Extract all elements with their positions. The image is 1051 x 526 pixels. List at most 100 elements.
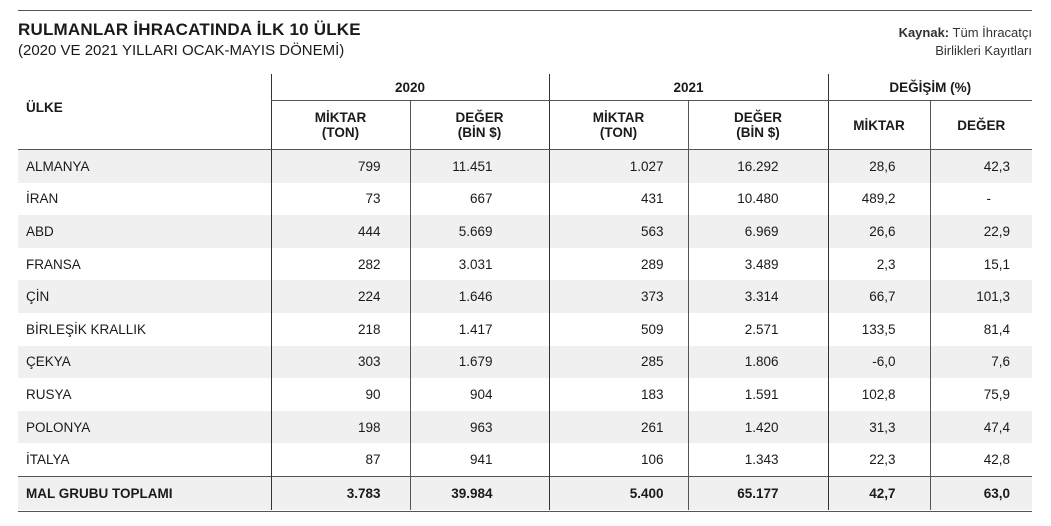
cell-change-deger: 22,9	[929, 215, 1033, 248]
total-miktar-2020: 3.783	[270, 475, 410, 510]
source-label: Kaynak:	[898, 25, 950, 40]
cell-miktar-2020: 444	[270, 215, 410, 248]
header-change: DEĞİŞİM (%)	[827, 74, 1033, 101]
cell-deger-2020: 941	[409, 443, 550, 477]
cell-deger-2021: 10.480	[687, 182, 829, 216]
cell-deger-2021: 2.571	[687, 312, 829, 346]
cell-miktar-2021: 563	[548, 215, 689, 248]
cell-country: POLONYA	[18, 410, 271, 444]
cell-deger-2021: 1.420	[687, 410, 829, 444]
table-row: BİRLEŞİK KRALLIK 218 1.417 509 2.571 133…	[18, 312, 1033, 346]
cell-country: İRAN	[26, 191, 59, 207]
total-deger-2020: 39.984	[409, 475, 550, 510]
cell-deger-2020: 904	[409, 378, 550, 411]
header-deger-2021: DEĞER (BİN $)	[687, 100, 829, 150]
cell-deger-2020: 11.451	[409, 149, 550, 183]
table-row: İTALYA 87 941 106 1.343 22,3 42,8	[18, 443, 1033, 477]
total-deger-2021: 65.177	[687, 475, 829, 510]
cell-miktar-2020: 282	[270, 247, 410, 281]
table-row: POLONYA 198 963 261 1.420 31,3 47,4	[18, 410, 1033, 444]
table-title: RULMANLAR İHRACATINDA İLK 10 ÜLKE	[18, 20, 361, 39]
cell-country: ALMANYA	[18, 149, 271, 183]
header-year-2021: 2021	[548, 74, 829, 101]
header-miktar-2021: MİKTAR (TON)	[548, 100, 689, 150]
cell-miktar-2021: 285	[548, 345, 689, 379]
cell-change-deger: 15,1	[929, 247, 1033, 281]
cell-miktar-2021: 431	[548, 182, 689, 216]
cell-deger-2020: 963	[409, 410, 550, 444]
cell-deger-2021: 1.806	[687, 345, 829, 379]
cell-change-deger: 75,9	[929, 378, 1033, 411]
total-label: MAL GRUBU TOPLAMI	[18, 475, 271, 510]
table-row: ALMANYA 799 11.451 1.027 16.292 28,6 42,…	[18, 149, 1033, 183]
cell-change-deger: -	[929, 182, 1033, 216]
bottom-rule	[18, 511, 1032, 512]
table-row: FRANSA 282 3.031 289 3.489 2,3 15,1	[18, 247, 1033, 281]
total-change-deger: 63,0	[929, 475, 1033, 510]
cell-change-deger: 101,3	[929, 280, 1033, 313]
header-year-2020: 2020	[270, 74, 550, 101]
cell-miktar-2021: 1.027	[548, 149, 689, 183]
table-row: ABD 444 5.669 563 6.969 26,6 22,9	[18, 215, 1033, 248]
cell-miktar-2020: 198	[270, 410, 410, 444]
table-row: İRAN 73 667 431 10.480 489,2 -	[18, 182, 1033, 216]
cell-miktar-2020: 90	[270, 378, 410, 411]
cell-country: FRANSA	[26, 256, 81, 272]
cell-change-deger: 42,8	[929, 443, 1033, 477]
total-row: MAL GRUBU TOPLAMI 3.783 39.984 5.400 65.…	[18, 475, 1033, 510]
cell-miktar-2020: 799	[270, 149, 410, 183]
cell-miktar-2021: 509	[548, 312, 689, 346]
cell-country: BİRLEŞİK KRALLIK	[26, 321, 147, 337]
total-miktar-2021: 5.400	[548, 475, 689, 510]
cell-change-miktar: -6,0	[827, 345, 931, 379]
cell-deger-2020: 3.031	[409, 247, 550, 281]
cell-country: RUSYA	[26, 386, 72, 402]
cell-deger-2020: 5.669	[409, 215, 550, 248]
cell-change-miktar: 66,7	[827, 280, 931, 313]
cell-miktar-2020: 73	[270, 182, 410, 216]
cell-change-deger: 42,3	[929, 149, 1033, 183]
cell-miktar-2020: 218	[270, 312, 410, 346]
cell-miktar-2020: 224	[270, 280, 410, 313]
header-miktar-2020: MİKTAR (TON)	[270, 100, 410, 150]
cell-change-miktar: 26,6	[827, 215, 931, 248]
cell-miktar-2020: 303	[270, 345, 410, 379]
top-rule	[18, 10, 1032, 11]
cell-deger-2021: 6.969	[687, 215, 829, 248]
cell-miktar-2021: 261	[548, 410, 689, 444]
header-change-miktar: MİKTAR	[827, 100, 931, 150]
cell-country: ÇEKYA	[18, 345, 271, 379]
header-country: ÜLKE	[18, 74, 271, 150]
cell-change-deger: 47,4	[929, 410, 1033, 444]
cell-country: ÇİN	[18, 280, 271, 313]
export-table: ÜLKE 2020 2021 DEĞİŞİM (%) MİKTAR (TON) D…	[18, 74, 1033, 510]
cell-change-miktar: 31,3	[827, 410, 931, 444]
cell-change-miktar: 2,3	[827, 247, 931, 281]
source-note: Kaynak: Tüm İhracatçı Birlikleri Kayıtla…	[899, 24, 1032, 60]
cell-change-miktar: 22,3	[827, 443, 931, 477]
cell-miktar-2021: 183	[548, 378, 689, 411]
cell-change-miktar: 133,5	[827, 312, 931, 346]
cell-miktar-2020: 87	[270, 443, 410, 477]
cell-change-deger: 81,4	[929, 312, 1033, 346]
total-change-miktar: 42,7	[827, 475, 931, 510]
header-deger-2020: DEĞER (BİN $)	[409, 100, 550, 150]
table-row: ÇEKYA 303 1.679 285 1.806 -6,0 7,6	[18, 345, 1033, 379]
header-change-deger: DEĞER	[929, 100, 1033, 150]
source-line2: Birlikleri Kayıtları	[935, 43, 1032, 58]
cell-miktar-2021: 289	[548, 247, 689, 281]
cell-deger-2021: 1.591	[687, 378, 829, 411]
cell-change-miktar: 102,8	[827, 378, 931, 411]
cell-deger-2020: 1.417	[409, 312, 550, 346]
source-line1: Tüm İhracatçı	[952, 25, 1032, 40]
cell-deger-2020: 1.646	[409, 280, 550, 313]
table-row: RUSYA 90 904 183 1.591 102,8 75,9	[18, 378, 1033, 411]
cell-deger-2020: 1.679	[409, 345, 550, 379]
cell-deger-2020: 667	[409, 182, 550, 216]
cell-change-miktar: 489,2	[827, 182, 931, 216]
cell-miktar-2021: 106	[548, 443, 689, 477]
cell-deger-2021: 3.314	[687, 280, 829, 313]
cell-miktar-2021: 373	[548, 280, 689, 313]
cell-change-deger: 7,6	[929, 345, 1033, 379]
table-subtitle: (2020 VE 2021 YILLARI OCAK-MAYIS DÖNEMİ)	[18, 42, 345, 59]
